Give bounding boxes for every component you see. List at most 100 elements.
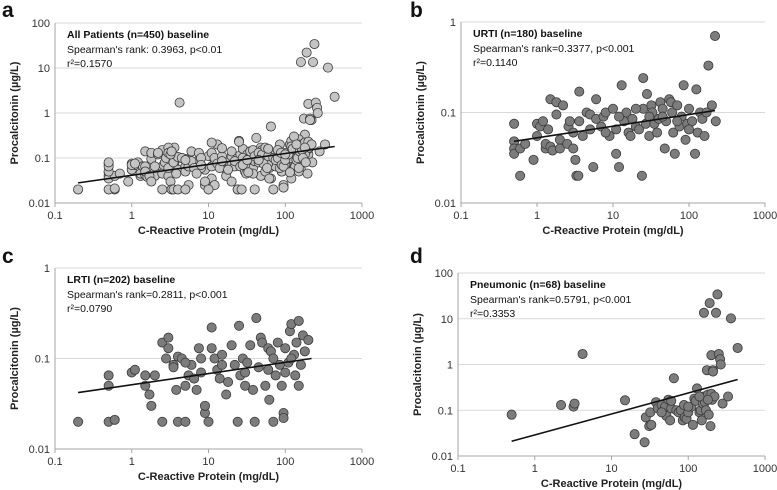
data-point [260, 380, 271, 391]
data-point [249, 416, 260, 427]
data-point [652, 127, 663, 138]
data-point [236, 184, 247, 195]
data-point [715, 359, 726, 370]
x-tick-label: 1 [129, 456, 135, 468]
data-point [161, 353, 172, 364]
data-point [229, 359, 240, 370]
panel-letter: c [2, 245, 14, 268]
data-point [669, 148, 680, 159]
data-point [564, 116, 575, 127]
data-point [723, 391, 734, 402]
data-point [293, 315, 304, 326]
stat-annotation: r²=0.1570 [67, 58, 112, 70]
data-point [171, 168, 182, 179]
trendline [511, 378, 738, 443]
data-point [129, 364, 140, 375]
x-tick-label: 100 [276, 210, 294, 222]
data-point [611, 148, 622, 159]
data-point [264, 394, 275, 405]
data-point [659, 143, 670, 154]
stat-annotation: Spearman's rank=0.2811, p<0.001 [67, 289, 228, 301]
y-tick-label: 0.1 [35, 153, 50, 165]
data-point [223, 164, 234, 175]
data-point [538, 116, 549, 127]
x-axis-label: C-Reactive Protein (mg/dL) [138, 471, 280, 483]
data-point [180, 380, 191, 391]
data-point [199, 400, 210, 411]
panel-title: All Patients (n=450) baseline [67, 29, 209, 41]
data-point [574, 86, 585, 97]
data-point [656, 407, 667, 418]
data-point [180, 357, 191, 368]
data-point [226, 146, 237, 157]
data-point [180, 184, 191, 195]
y-tick-label: 100 [435, 268, 453, 280]
data-point [223, 376, 234, 387]
data-point [725, 313, 736, 324]
trendline [77, 145, 335, 184]
data-point [226, 340, 237, 351]
x-tick-label: 0.1 [47, 456, 62, 468]
data-point [646, 419, 657, 430]
data-point [291, 337, 302, 348]
data-point [687, 419, 698, 430]
data-point [680, 134, 691, 145]
x-axis-label: C-Reactive Protein (mg/dL) [542, 225, 684, 237]
data-point [140, 370, 151, 381]
data-point [551, 109, 562, 120]
data-point [247, 384, 258, 395]
x-tick-label: 1000 [350, 456, 374, 468]
data-point [243, 167, 254, 178]
data-point [620, 395, 631, 406]
data-point [272, 337, 283, 348]
data-point [515, 170, 526, 181]
x-tick-label: 1000 [753, 210, 777, 222]
data-point [577, 348, 588, 359]
data-point [684, 124, 695, 135]
data-point [532, 130, 543, 141]
y-tick-label: 100 [32, 18, 50, 30]
x-tick-label: 100 [680, 210, 698, 222]
data-point [509, 118, 520, 129]
data-point [672, 100, 683, 111]
data-point [264, 173, 275, 184]
data-point [699, 130, 710, 141]
data-point [217, 349, 228, 360]
data-point [174, 97, 185, 108]
data-point [302, 168, 313, 179]
data-point [528, 154, 539, 165]
data-point [163, 332, 174, 343]
data-point [672, 116, 683, 127]
data-point [153, 147, 164, 158]
data-point [109, 183, 120, 194]
data-point [180, 155, 191, 166]
data-point [291, 139, 302, 150]
panel-letter: a [2, 0, 14, 22]
data-point [221, 389, 232, 400]
data-point [234, 136, 245, 147]
data-point [276, 380, 287, 391]
data-point [206, 322, 217, 333]
x-tick-label: 1 [532, 463, 538, 475]
data-point [577, 130, 588, 141]
data-point [614, 161, 625, 172]
x-tick-label: 10 [605, 463, 617, 475]
data-point [295, 57, 306, 68]
data-point [191, 384, 202, 395]
data-point [146, 176, 157, 187]
data-point [304, 114, 315, 125]
data-point [149, 370, 160, 381]
y-axis-label: Procalcitonin (µg/L) [9, 307, 21, 410]
data-point [180, 416, 191, 427]
data-point [705, 421, 716, 432]
data-point [168, 362, 179, 373]
data-point [554, 143, 565, 154]
y-tick-label: 1 [447, 360, 453, 372]
data-point [558, 100, 569, 111]
y-tick-label: 0.1 [35, 354, 50, 366]
y-tick-label: 10 [441, 314, 453, 326]
y-tick-label: 0.01 [432, 451, 453, 463]
stat-annotation: r²=0.0790 [67, 303, 112, 315]
